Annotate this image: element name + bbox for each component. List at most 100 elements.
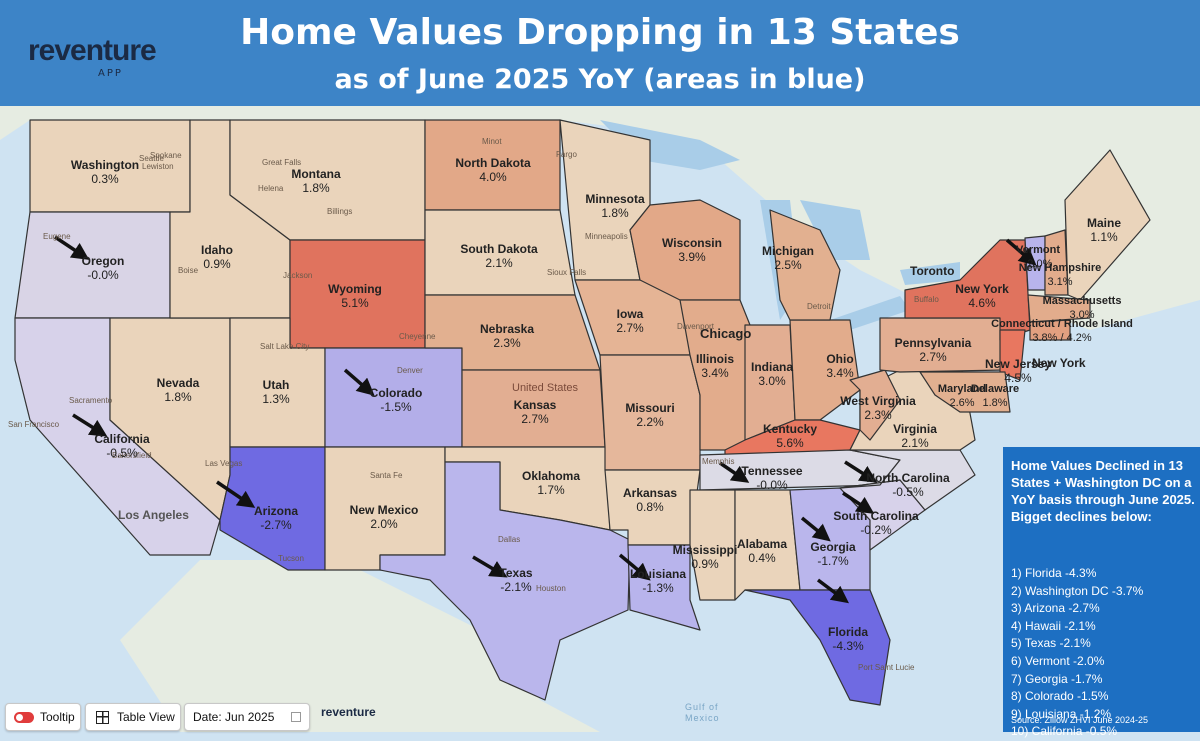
label-kentucky: Kentucky 5.6%: [762, 422, 818, 450]
city-label: Houston: [536, 584, 566, 593]
city-label: San Francisco: [8, 420, 60, 429]
canada-land: [0, 106, 1200, 330]
city-label: Spokane: [150, 151, 182, 160]
label-new-hampshire: New Hampshire 3.1%: [1018, 262, 1102, 288]
label-nevada: Nevada 1.8%: [156, 376, 200, 404]
state-michigan[interactable]: [769, 209, 841, 321]
label-arizona: Arizona -2.7%: [253, 504, 299, 532]
list-item: 3) Arizona -2.7%: [1011, 601, 1100, 616]
state-illinois[interactable]: [679, 299, 751, 451]
label-new-york: New York 4.6%: [955, 282, 1009, 310]
label-colorado: Colorado -1.5%: [369, 386, 423, 414]
label-pennsylvania: Pennsylvania 2.7%: [894, 336, 972, 364]
water-label: Mexico: [685, 713, 720, 723]
list-item: 1) Florida -4.3%: [1011, 566, 1097, 580]
arrow-layer: [54, 235, 1037, 604]
list-item: 9) Louisiana -1.2%: [1011, 706, 1112, 721]
list-item: 4) Hawaii -2.1%: [1011, 618, 1096, 633]
mexico-land: [120, 560, 600, 732]
label-kansas: Kansas 2.7%: [513, 398, 557, 426]
arrow-south-carolina: [842, 491, 875, 514]
label-vermont: Vermont -2.0%: [1015, 244, 1061, 270]
arrow-tennessee: [719, 461, 750, 483]
arrow-arizona: [216, 480, 256, 508]
table-view-button[interactable]: Table View: [85, 703, 181, 731]
map-canvas: [0, 106, 1200, 732]
city-label: Bakersfield: [112, 451, 152, 460]
city-label: Sioux Falls: [547, 268, 587, 277]
label-indiana: Indiana 3.0%: [750, 360, 794, 388]
label-oregon: Oregon -0.0%: [81, 254, 125, 282]
state-mississippi[interactable]: [689, 489, 736, 601]
city-label: Lewiston: [142, 162, 174, 171]
label-minnesota: Minnesota 1.8%: [585, 192, 645, 220]
city-label: Buffalo: [914, 295, 939, 304]
toggle-switch-icon[interactable]: [14, 711, 34, 723]
arrow-colorado: [343, 368, 375, 396]
label-florida: Florida -4.3%: [827, 625, 869, 653]
list-item: 7) Georgia -1.7%: [1011, 671, 1103, 686]
state-maine[interactable]: [1064, 149, 1151, 301]
label-louisiana: Louisiana -1.3%: [629, 567, 687, 595]
table-view-label: Table View: [117, 710, 175, 724]
list-item: 6) Vermont -2.0%: [1011, 653, 1105, 668]
us-map[interactable]: Seattle Spokane Lewiston Great Falls Hel…: [0, 106, 1200, 732]
city-label: Sacramento: [69, 396, 113, 405]
arrow-texas: [472, 555, 508, 578]
label-missouri: Missouri 2.2%: [625, 401, 675, 429]
label-maryland: Maryland 2.6%: [937, 383, 987, 409]
city-chicago: Chicago: [700, 326, 752, 341]
label-delaware: Delaware 1.8%: [970, 383, 1020, 409]
list-item: 5) Texas -2.1%: [1011, 636, 1091, 651]
date-selector[interactable]: Date: Jun 2025: [184, 703, 310, 731]
label-south-dakota: South Dakota 2.1%: [460, 242, 538, 270]
tooltip-toggle[interactable]: Tooltip: [5, 703, 81, 731]
state-florida[interactable]: [744, 589, 891, 706]
label-connecticut-rhode-island: Connecticut / Rhode Island 3.8% / 4.2%: [991, 318, 1133, 344]
list-item: 2) Washington DC -3.7%: [1011, 583, 1144, 598]
label-wisconsin: Wisconsin 3.9%: [662, 236, 722, 264]
city-label: Helena: [258, 184, 284, 193]
arrow-california: [72, 413, 108, 437]
city-label: Port Saint Lucie: [858, 663, 915, 672]
arrow-vermont: [1005, 238, 1037, 266]
state-maryland[interactable]: [919, 371, 1011, 413]
city-label: Seattle: [139, 154, 164, 163]
state-connecticut[interactable]: [1029, 319, 1071, 341]
city-label: Dallas: [498, 535, 521, 544]
source-note: Source: Zillow ZHVI June 2024-25: [1011, 715, 1149, 725]
state-north-carolina[interactable]: [839, 449, 976, 511]
table-grid-icon: [96, 710, 109, 724]
logo-subtitle: APP: [98, 68, 123, 79]
label-arkansas: Arkansas 0.8%: [622, 486, 678, 514]
label-north-carolina: North Carolina -0.5%: [866, 471, 950, 499]
state-new-jersey[interactable]: [999, 329, 1026, 381]
city-label: Las Vegas: [205, 459, 243, 468]
label-tennessee: Tennessee -0.0%: [741, 464, 803, 492]
state-ohio[interactable]: [789, 319, 861, 421]
lake-superior: [600, 120, 740, 170]
arrow-florida: [816, 578, 849, 604]
city-label: Great Falls: [262, 158, 302, 167]
label-ohio: Ohio 3.4%: [826, 352, 854, 380]
label-maine: Maine 1.1%: [1086, 216, 1122, 244]
decline-summary-panel: Home Values Declined in 13 States + Wash…: [1003, 447, 1200, 738]
state-massachusetts[interactable]: [1027, 294, 1091, 323]
label-massachusetts: Massachusetts 3.0%: [1042, 295, 1122, 321]
city-toronto: Toronto: [910, 264, 955, 278]
label-mississippi: Mississippi 0.9%: [672, 543, 738, 571]
page-subtitle: as of June 2025 YoY (areas in blue): [334, 64, 866, 95]
label-illinois: Illinois 3.4%: [695, 352, 735, 380]
city-label: Billings: [327, 207, 353, 216]
label-michigan: Michigan 2.5%: [761, 244, 815, 272]
label-iowa: Iowa 2.7%: [616, 307, 644, 335]
city-label: Davenport: [677, 322, 714, 331]
list-item: 10) California -0.5%: [1011, 724, 1118, 739]
city-label: Denver: [397, 366, 423, 375]
arrow-georgia: [800, 516, 831, 542]
panel-heading: Home Values Declined in 13 States + Wash…: [1011, 458, 1195, 524]
label-utah: Utah 1.3%: [262, 378, 290, 406]
city-label: Detroit: [807, 302, 831, 311]
arrow-north-carolina: [844, 460, 878, 483]
label-texas: Texas -2.1%: [499, 566, 533, 594]
